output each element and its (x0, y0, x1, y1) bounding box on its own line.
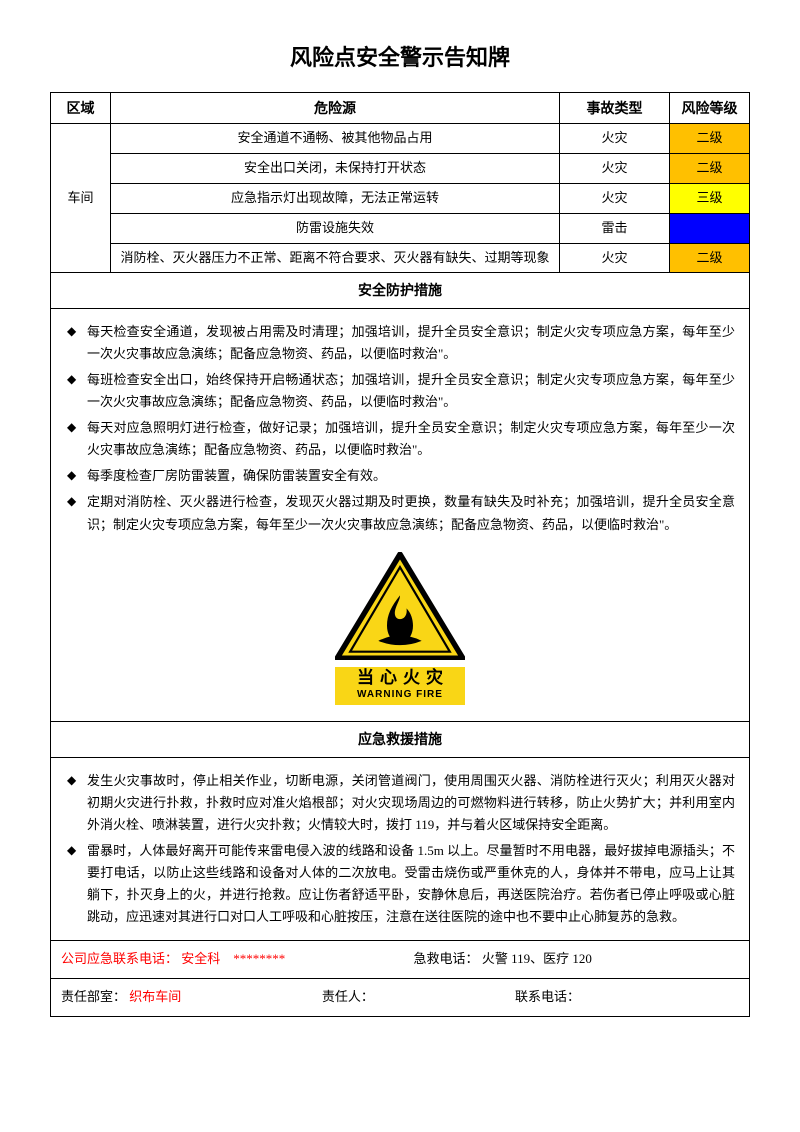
risk-level-cell: 二级 (670, 154, 750, 184)
header-type: 事故类型 (560, 93, 670, 124)
risk-level-cell: 二级 (670, 243, 750, 273)
list-item: 每天对应急照明灯进行检查，做好记录；加强培训，提升全员安全意识；制定火灾专项应急… (65, 417, 735, 461)
responsible-cell: 责任部室： 织布车间 责任人： 联系电话： (51, 979, 750, 1017)
list-item: 每天检查安全通道，发现被占用需及时清理；加强培训，提升全员安全意识；制定火灾专项… (65, 321, 735, 365)
page-title: 风险点安全警示告知牌 (50, 40, 750, 72)
company-contact-stars: ******** (233, 951, 285, 966)
header-level: 风险等级 (670, 93, 750, 124)
hazard-cell: 安全出口关闭，未保持打开状态 (111, 154, 560, 184)
hazard-cell: 应急指示灯出现故障，无法正常运转 (111, 183, 560, 213)
rescue-measures-cell: 发生火灾事故时，停止相关作业，切断电源，关闭管道阀门，使用周围灭火器、消防栓进行… (51, 757, 750, 941)
list-item: 雷暴时，人体最好离开可能传来雷电侵入波的线路和设备 1.5m 以上。尽量暂时不用… (65, 840, 735, 928)
resp-person-label: 责任人： (322, 987, 512, 1008)
header-row: 区域 危险源 事故类型 风险等级 (51, 93, 750, 124)
emergency-contact-cell: 公司应急联系电话： 安全科 ******** 急救电话： 火警 119、医疗 1… (51, 941, 750, 979)
list-item: 每班检查安全出口，始终保持开启畅通状态；加强培训，提升全员安全意识；制定火灾专项… (65, 369, 735, 413)
fire-warning-icon (335, 552, 465, 660)
warning-sign: 当心火灾 WARNING FIRE (65, 540, 735, 714)
risk-level-cell: 四级 (670, 213, 750, 243)
sign-label-cn: 当心火灾 (335, 667, 465, 688)
safety-measures-list: 每天检查安全通道，发现被占用需及时清理；加强培训，提升全员安全意识；制定火灾专项… (65, 321, 735, 536)
emergency-phone-label: 急救电话： (414, 951, 479, 966)
accident-type-cell: 火灾 (560, 124, 670, 154)
accident-type-cell: 雷击 (560, 213, 670, 243)
table-row: 防雷设施失效雷击四级 (51, 213, 750, 243)
company-contact-label: 公司应急联系电话： (61, 951, 178, 966)
list-item: 每季度检查厂房防雷装置，确保防雷装置安全有效。 (65, 465, 735, 487)
risk-level-cell: 二级 (670, 124, 750, 154)
rescue-section-header: 应急救援措施 (51, 722, 750, 757)
accident-type-cell: 火灾 (560, 183, 670, 213)
header-hazard: 危险源 (111, 93, 560, 124)
header-area: 区域 (51, 93, 111, 124)
hazard-cell: 消防栓、灭火器压力不正常、距离不符合要求、灭火器有缺失、过期等现象 (111, 243, 560, 273)
area-cell: 车间 (51, 124, 111, 273)
emergency-phone-value: 火警 119、医疗 120 (482, 951, 592, 966)
list-item: 定期对消防栓、灭火器进行检查，发现灭火器过期及时更换，数量有缺失及时补充；加强培… (65, 491, 735, 535)
resp-phone-label: 联系电话： (515, 987, 580, 1008)
hazard-cell: 防雷设施失效 (111, 213, 560, 243)
table-row: 车间安全通道不通畅、被其他物品占用火灾二级 (51, 124, 750, 154)
safety-section-header: 安全防护措施 (51, 273, 750, 308)
risk-level-cell: 三级 (670, 183, 750, 213)
rescue-measures-list: 发生火灾事故时，停止相关作业，切断电源，关闭管道阀门，使用周围灭火器、消防栓进行… (65, 770, 735, 929)
hazard-cell: 安全通道不通畅、被其他物品占用 (111, 124, 560, 154)
sign-label-en: WARNING FIRE (335, 687, 465, 705)
table-row: 消防栓、灭火器压力不正常、距离不符合要求、灭火器有缺失、过期等现象火灾二级 (51, 243, 750, 273)
list-item: 发生火灾事故时，停止相关作业，切断电源，关闭管道阀门，使用周围灭火器、消防栓进行… (65, 770, 735, 836)
table-row: 安全出口关闭，未保持打开状态火灾二级 (51, 154, 750, 184)
risk-table: 区域 危险源 事故类型 风险等级 车间安全通道不通畅、被其他物品占用火灾二级安全… (50, 92, 750, 1017)
table-row: 应急指示灯出现故障，无法正常运转火灾三级 (51, 183, 750, 213)
resp-dept-label: 责任部室： (61, 989, 126, 1004)
safety-measures-cell: 每天检查安全通道，发现被占用需及时清理；加强培训，提升全员安全意识；制定火灾专项… (51, 308, 750, 722)
accident-type-cell: 火灾 (560, 243, 670, 273)
resp-dept-value: 织布车间 (129, 989, 181, 1004)
company-contact-dept: 安全科 (181, 951, 220, 966)
accident-type-cell: 火灾 (560, 154, 670, 184)
